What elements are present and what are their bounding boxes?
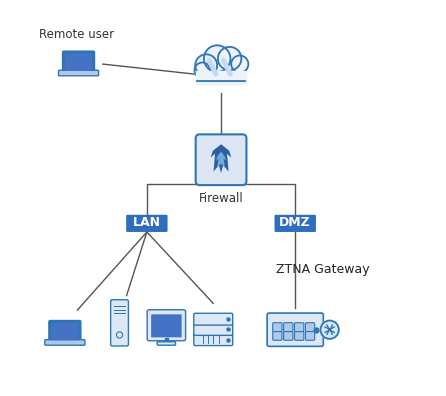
Bar [165,339,168,344]
FancyBboxPatch shape [157,342,176,345]
FancyBboxPatch shape [284,323,293,331]
FancyBboxPatch shape [275,215,316,232]
Text: LAN: LAN [133,216,161,229]
FancyBboxPatch shape [51,323,78,340]
FancyBboxPatch shape [294,331,304,340]
FancyBboxPatch shape [58,70,99,76]
Bar [196,72,246,84]
FancyBboxPatch shape [267,313,323,346]
FancyBboxPatch shape [65,53,92,71]
FancyBboxPatch shape [306,323,315,331]
FancyBboxPatch shape [306,331,315,340]
FancyBboxPatch shape [194,324,233,335]
FancyBboxPatch shape [194,313,233,325]
FancyBboxPatch shape [151,314,182,337]
FancyBboxPatch shape [45,340,85,345]
FancyBboxPatch shape [147,310,186,341]
FancyBboxPatch shape [62,51,95,73]
FancyBboxPatch shape [284,331,293,340]
FancyBboxPatch shape [49,320,81,343]
Polygon shape [211,144,231,173]
Circle shape [195,54,217,76]
FancyBboxPatch shape [126,215,168,232]
Circle shape [218,47,241,70]
Text: DMZ: DMZ [279,216,311,229]
FancyBboxPatch shape [111,300,128,346]
Bar [196,68,247,84]
Circle shape [194,63,210,78]
FancyBboxPatch shape [194,334,233,346]
Text: Firewall: Firewall [198,192,244,205]
Circle shape [204,45,231,72]
Text: Remote user: Remote user [39,29,114,42]
Text: ZTNA Gateway: ZTNA Gateway [276,263,369,276]
FancyBboxPatch shape [273,323,282,331]
FancyBboxPatch shape [196,134,247,185]
Circle shape [321,320,339,339]
FancyBboxPatch shape [273,331,282,340]
Circle shape [231,55,248,73]
Polygon shape [216,152,226,168]
FancyBboxPatch shape [294,323,304,331]
